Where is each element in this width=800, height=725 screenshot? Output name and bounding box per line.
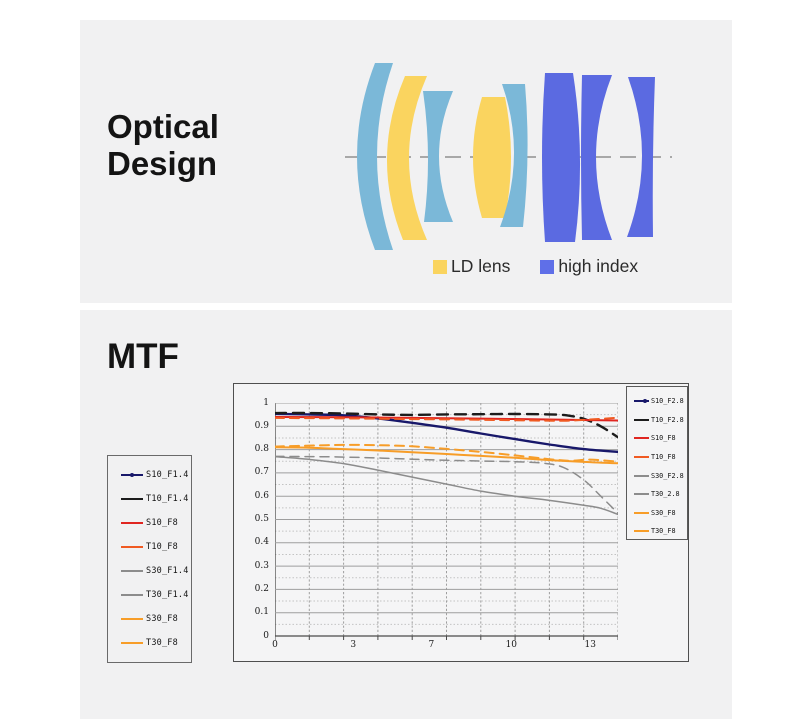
- legend-item: T30_F1.4: [108, 583, 191, 607]
- legend-item: S10_F8: [627, 429, 687, 448]
- legend-item-label: S30_F8: [146, 614, 178, 624]
- legend-item: T10_F8: [627, 448, 687, 467]
- legend-item-label: T10_F8: [651, 453, 676, 462]
- legend-line-sample: [634, 418, 649, 421]
- legend-marker-dot: [643, 399, 647, 404]
- legend-item: S10_F8: [108, 511, 191, 535]
- legend-line-sample: [121, 546, 143, 548]
- legend-item-label: T10_F1.4: [146, 494, 189, 504]
- series-line-S30_F2.8: [275, 455, 618, 516]
- legend-item: S10_F1.4: [108, 463, 191, 487]
- legend-item: T10_F1.4: [108, 487, 191, 511]
- y-tick-label: 1: [263, 397, 269, 408]
- x-tick-label: 0: [272, 640, 278, 650]
- legend-line-sample: [634, 456, 649, 459]
- legend-color-swatch: [540, 259, 555, 274]
- legend-item-label: T30_2.8: [651, 490, 680, 499]
- y-tick-label: 0: [263, 630, 269, 641]
- legend-item-label: T30_F8: [146, 638, 178, 648]
- lens-element-3-light_blue: [423, 91, 453, 222]
- legend-item-label: T10_F2.8: [651, 415, 684, 424]
- legend-line-sample: [121, 642, 143, 644]
- legend-marker-dot: [130, 473, 134, 477]
- legend-label: LD lens: [451, 256, 511, 276]
- legend-line-sample: [121, 570, 143, 572]
- legend-line-sample: [634, 511, 649, 514]
- legend-line-sample: [121, 618, 143, 620]
- y-tick-label: 0.4: [254, 537, 269, 548]
- legend-item: S30_F8: [108, 607, 191, 631]
- mtf-plot-area: [275, 403, 618, 640]
- legend-item: S30_F1.4: [108, 559, 191, 583]
- series-line-T10_F8: [275, 416, 618, 422]
- y-tick-label: 0.1: [254, 607, 269, 618]
- legend-item-label: T30_F8: [651, 527, 676, 536]
- lens-element-7-blue: [581, 75, 612, 240]
- legend-item: S30_F8: [627, 504, 687, 523]
- lens-element-5-light_blue: [500, 84, 528, 227]
- series-line-T30_F8: [275, 443, 618, 463]
- legend-line-sample: [121, 522, 143, 524]
- legend-item: S30_F2.8: [627, 466, 687, 485]
- series-line-T30_2.8: [275, 455, 618, 514]
- legend-item-label: S30_F8: [651, 508, 676, 517]
- legend-item-label: T10_F8: [146, 542, 178, 552]
- y-tick-label: 0.2: [254, 583, 269, 594]
- legend-line-sample: [634, 474, 649, 477]
- legend-item-label: S10_F8: [651, 434, 676, 443]
- y-tick-label: 0.9: [254, 420, 269, 431]
- legend-item: T30_F8: [627, 522, 687, 541]
- legend-item-label: S10_F8: [146, 518, 178, 528]
- lens-element-4-yellow: [473, 97, 511, 218]
- legend-line-sample: [634, 437, 649, 440]
- mtf-side-legend: S10_F1.4 T10_F1.4 S10_F8 T10_F8 S30_F1.4 T30_…: [107, 455, 192, 663]
- y-tick-label: 0.7: [254, 467, 269, 478]
- series-line-S10_F8: [275, 415, 618, 422]
- lens-element-8-blue: [627, 77, 655, 237]
- legend-item-label: S30_F2.8: [651, 471, 684, 480]
- mtf-title: MTF: [107, 337, 179, 376]
- lens-element-2-yellow: [386, 76, 427, 240]
- legend-item: T30_2.8: [627, 485, 687, 504]
- mtf-panel: MTF S10_F1.4 T10_F1.4 S10_F8 T10_F8 S30_F1.4…: [80, 310, 732, 719]
- legend-item: T10_F2.8: [627, 411, 687, 430]
- legend-color-swatch: [433, 259, 447, 274]
- legend-item-label: T30_F1.4: [146, 590, 189, 600]
- lens-element-6-blue: [542, 73, 581, 242]
- lens-legend: LD lens high index: [433, 256, 668, 277]
- legend-line-sample: [634, 530, 649, 533]
- legend-line-sample: [121, 594, 143, 596]
- legend-label: high index: [558, 256, 639, 276]
- legend-line-sample: [634, 493, 649, 496]
- mtf-chart: 1 0.9 0.8 0.7 0.6 0.5 0.4 0.3 0.2 0.1 0 0 3 7 10 13 S1…: [233, 383, 689, 662]
- lens-legend-item: high index: [540, 256, 638, 277]
- y-tick-label: 0.5: [254, 514, 269, 524]
- series-line-S10_F2.8: [275, 412, 618, 454]
- y-tick-label: 0.6: [254, 490, 269, 501]
- y-tick-label: 0.3: [254, 560, 269, 571]
- legend-item-label: S10_F2.8: [651, 397, 684, 406]
- legend-item: T30_F8: [108, 631, 191, 655]
- legend-line-sample: [634, 399, 649, 404]
- x-tick-label: 3: [350, 640, 357, 650]
- series-line-T10_F2.8: [275, 411, 618, 439]
- legend-item-label: S10_F1.4: [146, 470, 189, 480]
- lens-legend-item: LD lens: [433, 256, 510, 277]
- mtf-chart-legend: S10_F2.8 T10_F2.8 S10_F8 T10_F8 S30_F2.8 T30_…: [626, 386, 688, 540]
- legend-line-sample: [121, 498, 143, 500]
- legend-line-sample: [121, 473, 143, 477]
- x-tick-label: 10: [505, 640, 518, 650]
- lens-diagram: [345, 63, 672, 250]
- x-tick-label: 13: [584, 640, 596, 650]
- legend-item: T10_F8: [108, 535, 191, 559]
- optical-design-panel: Optical Design LD lens high index: [80, 20, 732, 303]
- legend-item: S10_F2.8: [627, 392, 687, 411]
- x-tick-label: 7: [428, 640, 435, 650]
- optical-design-title: Optical Design: [107, 108, 219, 182]
- lens-element-1-light_blue: [357, 63, 393, 250]
- legend-item-label: S30_F1.4: [146, 566, 189, 576]
- y-tick-label: 0.8: [254, 444, 269, 455]
